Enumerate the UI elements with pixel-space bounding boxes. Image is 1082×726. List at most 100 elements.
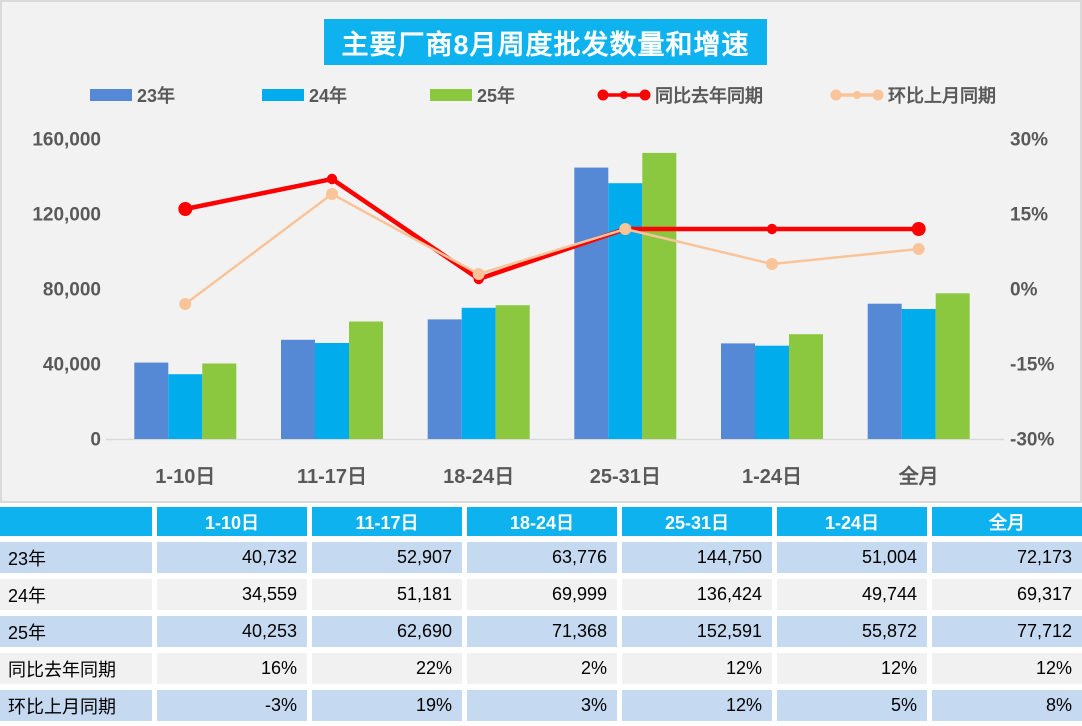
table-column-header: 1-10日 — [157, 507, 307, 536]
legend-label: 同比去年同期 — [655, 86, 763, 106]
table-cell: 72,173 — [932, 542, 1082, 573]
point-同比去年同期-全月 — [911, 222, 926, 236]
point-同比去年同期-1-24日 — [766, 223, 778, 235]
table-cell: 22% — [312, 653, 462, 684]
table-row-24年: 24年 34,559 51,181 69,999 136,424 49,744 69,317 — [0, 579, 1082, 610]
table-column-header: 11-17日 — [312, 507, 462, 536]
x-axis-label: 1-24日 — [742, 466, 802, 488]
table-cell: -3% — [157, 690, 307, 721]
table-cell: 144,750 — [622, 542, 772, 573]
chart-plot: 160,000 120,000 80,000 40,000 0 30% 15% 0% -15% -… — [2, 2, 1082, 505]
table-cell: 34,559 — [157, 579, 307, 610]
row-label: 环比上月同期 — [0, 690, 152, 721]
bar-23年-1-10日 — [134, 362, 169, 439]
table-cell: 16% — [157, 653, 307, 684]
table-cell: 71,368 — [467, 616, 617, 647]
table-corner-cell — [0, 507, 152, 536]
right-axis-tick: -30% — [1010, 430, 1054, 451]
bar-23年-全月 — [867, 303, 902, 439]
legend-label: 25年 — [477, 86, 516, 106]
table-cell: 77,712 — [932, 616, 1082, 647]
table-cell: 40,253 — [157, 616, 307, 647]
right-axis-tick: 30% — [1010, 130, 1048, 151]
table-cell: 63,776 — [467, 542, 617, 573]
line-环比上月同期 — [184, 192, 919, 306]
table-cell: 152,591 — [622, 616, 772, 647]
right-axis-tick: -15% — [1010, 355, 1054, 376]
line-同比去年同期 — [184, 176, 919, 282]
table-cell: 51,181 — [312, 579, 462, 610]
table-cell: 62,690 — [312, 616, 462, 647]
chart-title: 主要厂商8月周度批发数量和增速 — [324, 19, 767, 65]
point-环比上月同期-11-17日 — [326, 188, 338, 200]
legend-item-23年: 23年 — [90, 85, 176, 106]
bar-25年-1-10日 — [202, 363, 237, 439]
table-cell: 12% — [932, 653, 1082, 684]
legend-line-swatch-icon — [596, 86, 652, 104]
bar-25年-11-17日 — [349, 321, 383, 439]
table-cell: 2% — [467, 653, 617, 684]
table-column-header: 25-31日 — [622, 507, 772, 536]
point-同比去年同期-11-17日 — [326, 173, 338, 185]
bar-23年-25-31日 — [574, 167, 609, 439]
x-axis-label: 18-24日 — [443, 466, 514, 488]
right-axis-tick: 15% — [1010, 205, 1048, 226]
left-axis-tick: 80,000 — [43, 280, 101, 301]
row-label: 25年 — [0, 616, 152, 647]
bar-23年-18-24日 — [427, 319, 462, 439]
table-cell: 8% — [932, 690, 1082, 721]
x-axis-label: 25-31日 — [590, 466, 661, 488]
point-环比上月同期-全月 — [912, 243, 925, 255]
table-row-25年: 25年 40,253 62,690 71,368 152,591 55,872 77,712 — [0, 616, 1082, 647]
legend-label: 环比上月同期 — [888, 86, 996, 106]
table-cell: 49,744 — [777, 579, 927, 610]
combo-chart-svg: 160,000 120,000 80,000 40,000 0 30% 15% 0% -15% -… — [32, 130, 1054, 489]
legend-label: 23年 — [137, 86, 176, 106]
table-header-row: 1-10日 11-17日 18-24日 25-31日 1-24日 全月 — [0, 507, 1082, 536]
row-label: 24年 — [0, 579, 152, 610]
table-cell: 51,004 — [777, 542, 927, 573]
table-column-header: 1-24日 — [777, 507, 927, 536]
legend-bar-swatch-icon — [262, 89, 304, 101]
bar-25年-25-31日 — [642, 152, 677, 439]
legend-item-24年: 24年 — [262, 85, 348, 106]
table-cell: 52,907 — [312, 542, 462, 573]
legend-bar-swatch-icon — [430, 89, 472, 101]
point-同比去年同期-1-10日 — [178, 202, 193, 216]
data-table: 1-10日 11-17日 18-24日 25-31日 1-24日 全月 23年 40,732 5… — [0, 503, 1082, 726]
bar-24年-1-10日 — [168, 374, 203, 439]
table-cell: 55,872 — [777, 616, 927, 647]
left-axis-tick: 160,000 — [32, 130, 101, 151]
table-cell: 69,999 — [467, 579, 617, 610]
row-label: 23年 — [0, 542, 152, 573]
left-axis-tick: 120,000 — [32, 205, 101, 226]
chart-panel: 主要厂商8月周度批发数量和增速 23年 24年 25年 同比去年同期 环比上月同期 16… — [0, 0, 1082, 503]
table-row-同比去年同期: 同比去年同期 16% 22% 2% 12% 12% 12% — [0, 653, 1082, 684]
left-axis-tick: 40,000 — [43, 355, 101, 376]
table-cell: 12% — [622, 653, 772, 684]
point-环比上月同期-1-24日 — [766, 258, 778, 270]
bar-24年-全月 — [901, 309, 936, 439]
right-axis-tick: 0% — [1010, 280, 1038, 301]
bar-24年-1-24日 — [755, 345, 789, 439]
point-环比上月同期-25-31日 — [619, 223, 632, 235]
table-column-header: 18-24日 — [467, 507, 617, 536]
table-cell: 19% — [312, 690, 462, 721]
x-axis-label: 1-10日 — [155, 466, 215, 488]
table-row-23年: 23年 40,732 52,907 63,776 144,750 51,004 72,173 — [0, 542, 1082, 573]
left-axis-tick: 0 — [90, 430, 101, 451]
point-环比上月同期-1-10日 — [179, 298, 192, 310]
bar-23年-11-17日 — [281, 339, 315, 439]
table-cell: 40,732 — [157, 542, 307, 573]
table-cell: 3% — [467, 690, 617, 721]
bar-25年-18-24日 — [495, 305, 530, 439]
x-axis-label: 全月 — [898, 464, 939, 488]
table-column-header: 全月 — [932, 507, 1082, 536]
bar-23年-1-24日 — [721, 343, 755, 439]
bar-24年-18-24日 — [461, 307, 496, 439]
table-cell: 136,424 — [622, 579, 772, 610]
x-axis-label: 11-17日 — [297, 466, 367, 488]
legend-label: 24年 — [309, 86, 348, 106]
legend-line-swatch-icon — [829, 86, 885, 104]
